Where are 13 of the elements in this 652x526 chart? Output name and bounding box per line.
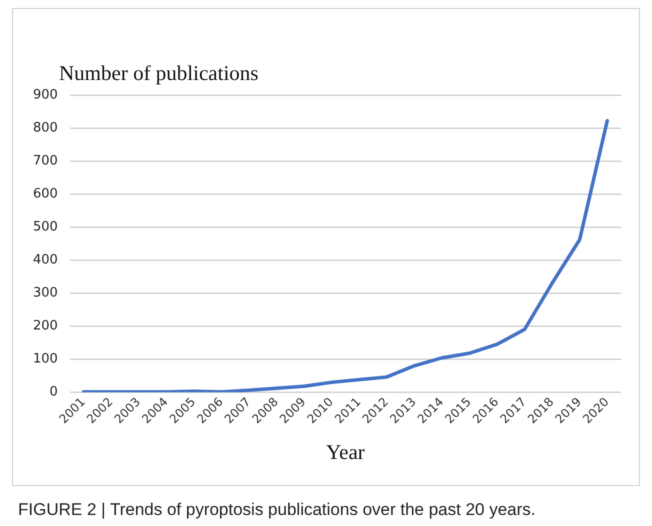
- y-tick-label: 600: [32, 186, 58, 202]
- y-tick-label: 100: [32, 352, 58, 367]
- x-axis-title: Year: [326, 440, 365, 464]
- y-axis-title: Number of publications: [59, 61, 258, 85]
- y-tick-label: 800: [32, 120, 58, 136]
- caption: FIGURE 2 | Trends of pyroptosis publications over the past 20 years.: [18, 500, 536, 520]
- y-tick-label: 700: [32, 153, 58, 168]
- y-tick-label: 900: [32, 87, 58, 102]
- y-tick-label: 200: [32, 318, 58, 334]
- y-tick-label: 0: [50, 384, 58, 400]
- y-tick-label: 300: [32, 286, 58, 301]
- y-tick-label: 400: [32, 252, 58, 268]
- y-tick-label: 500: [32, 219, 58, 234]
